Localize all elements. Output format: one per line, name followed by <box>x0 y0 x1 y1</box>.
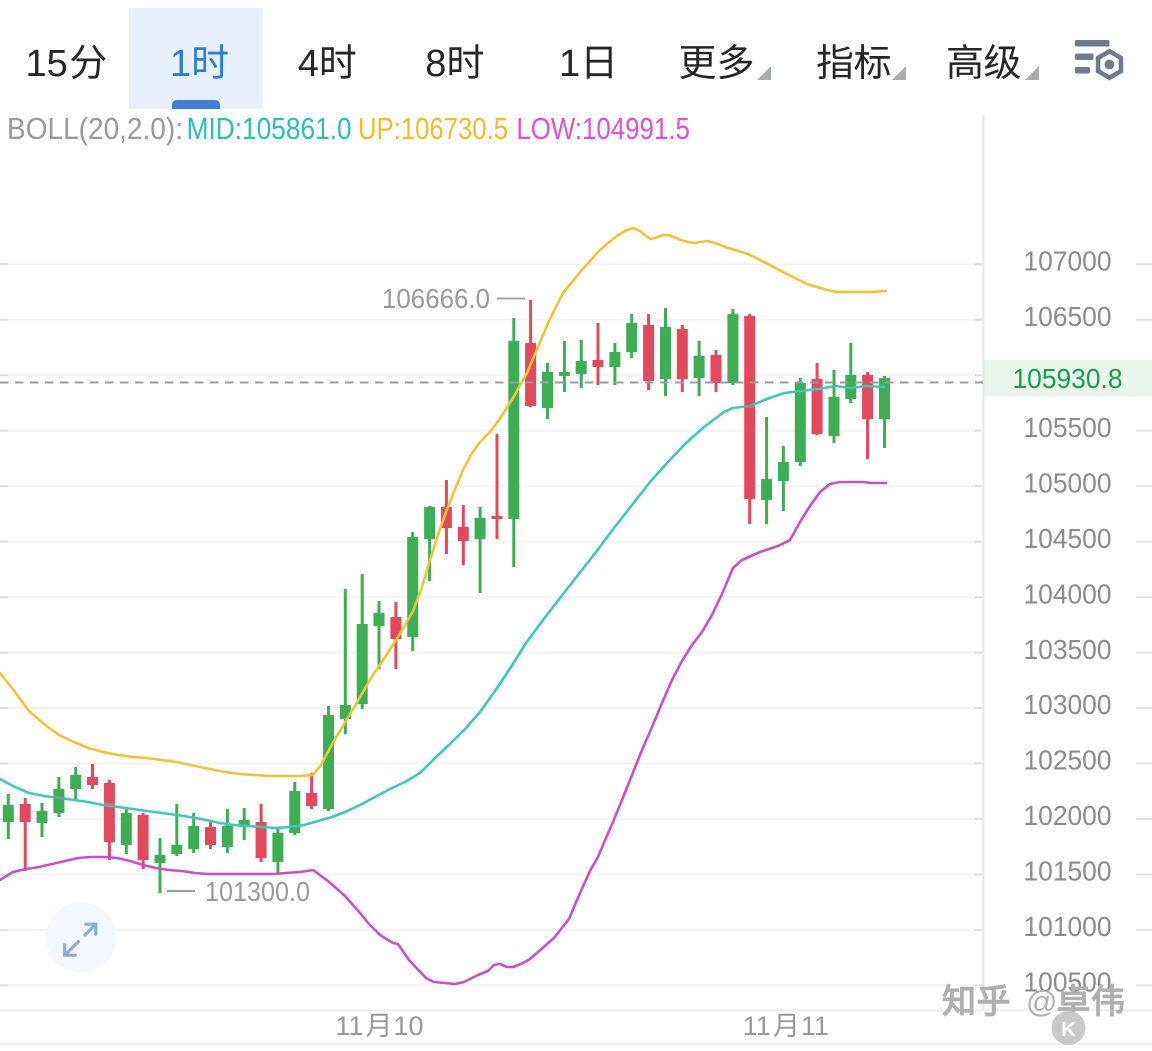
svg-text:MID:105861.0: MID:105861.0 <box>187 111 352 146</box>
svg-text:10: 10 <box>394 1011 424 1041</box>
svg-text:107000: 107000 <box>1024 245 1112 276</box>
svg-text:BOLL(20,2.0):: BOLL(20,2.0): <box>7 111 183 146</box>
svg-text:101300.0: 101300.0 <box>205 876 310 907</box>
svg-text:106500: 106500 <box>1024 301 1112 332</box>
svg-text:101500: 101500 <box>1024 856 1112 887</box>
svg-text:K: K <box>1061 1019 1076 1041</box>
svg-text:105930.8: 105930.8 <box>1013 363 1123 394</box>
svg-text:11: 11 <box>335 1011 363 1041</box>
svg-text:LOW:104991.5: LOW:104991.5 <box>516 111 690 146</box>
svg-text:104000: 104000 <box>1024 578 1112 609</box>
svg-text:@: @ <box>1026 984 1057 1019</box>
svg-text:4: 4 <box>298 43 319 85</box>
svg-text:103000: 103000 <box>1024 689 1112 720</box>
svg-text:8: 8 <box>425 43 446 85</box>
svg-text:UP:106730.5: UP:106730.5 <box>358 111 508 146</box>
svg-text:1: 1 <box>170 43 191 85</box>
svg-text:105500: 105500 <box>1024 412 1112 443</box>
svg-text:102000: 102000 <box>1024 800 1112 831</box>
svg-text:103500: 103500 <box>1024 634 1112 665</box>
svg-text:11: 11 <box>743 1011 771 1041</box>
svg-text:11: 11 <box>801 1011 829 1041</box>
svg-text:106666.0: 106666.0 <box>382 283 490 314</box>
svg-text:105000: 105000 <box>1024 467 1112 498</box>
svg-text:1: 1 <box>559 43 580 85</box>
svg-text:101000: 101000 <box>1024 911 1112 942</box>
svg-text:15: 15 <box>26 43 68 85</box>
svg-text:104500: 104500 <box>1024 523 1112 554</box>
svg-text:102500: 102500 <box>1024 745 1112 776</box>
